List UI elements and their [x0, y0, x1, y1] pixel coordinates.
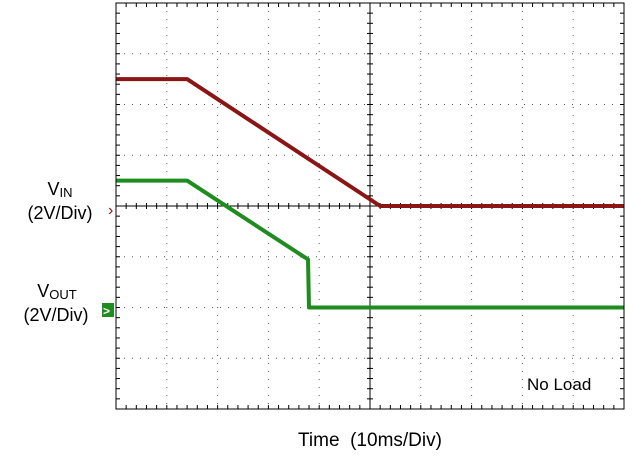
vout-marker-glyph: >	[103, 304, 110, 318]
trace-vout	[116, 178, 624, 310]
vin-channel-marker: ›	[108, 202, 113, 219]
vout-scale-label: (2V/Div)	[23, 305, 88, 325]
plot-frame	[115, 2, 625, 410]
vin-label: VIN	[47, 179, 72, 200]
vout-label: VOUT	[37, 281, 77, 302]
x-axis-label: Time (10ms/Div)	[298, 430, 442, 451]
trace-vin	[116, 77, 624, 208]
vout-channel-marker: >	[102, 303, 114, 318]
no-load-annotation: No Load	[527, 375, 591, 394]
waveform-traces	[116, 77, 624, 310]
vout-marker-box	[102, 303, 114, 317]
vin-scale-label: (2V/Div)	[27, 203, 92, 223]
